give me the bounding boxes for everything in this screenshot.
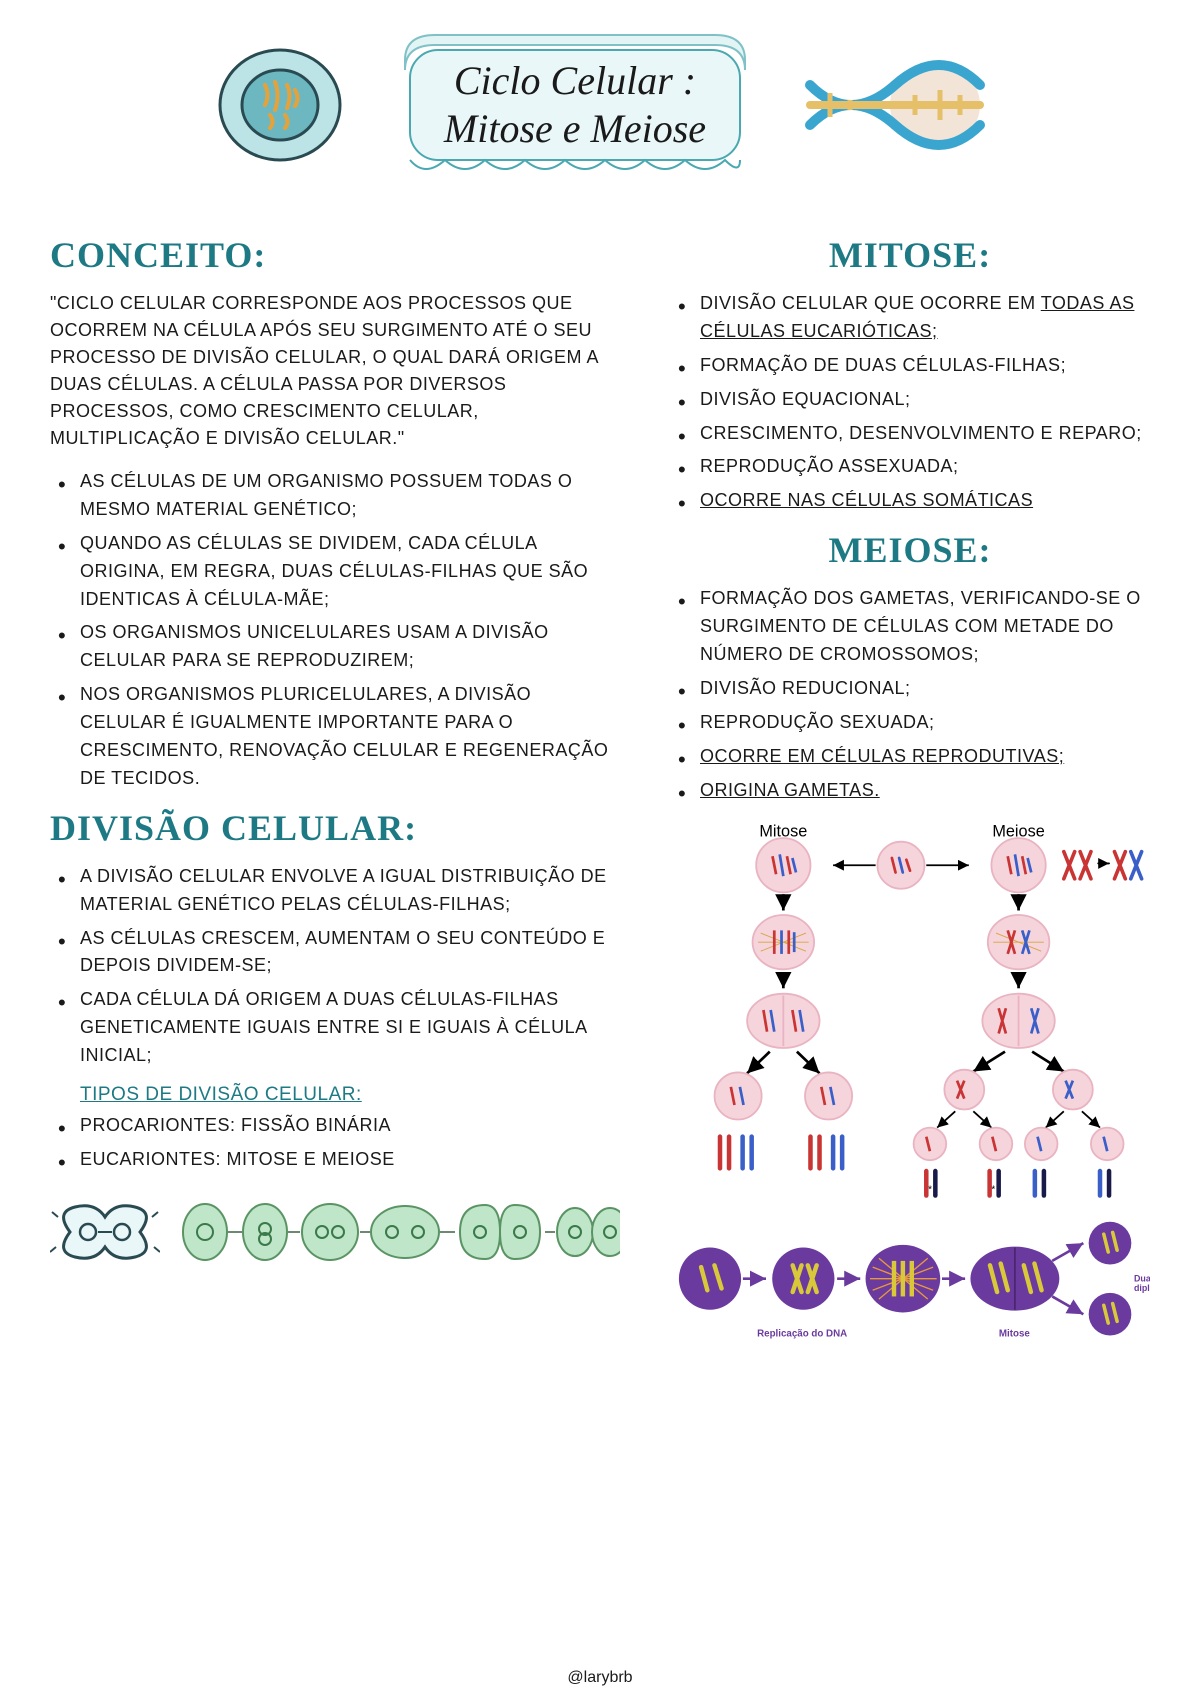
page-header: Ciclo Celular : Mitose e Meiose [50, 30, 1150, 180]
mitose-heading: MITOSE: [670, 234, 1150, 276]
list-item: Eucariontes: mitose e meiose [58, 1146, 620, 1174]
list-item: Procariontes: fissão binária [58, 1112, 620, 1140]
divisao-list: A divisão celular envolve a igual distri… [50, 863, 620, 1070]
list-item: Nos organismos pluricelulares, a divisão… [58, 681, 620, 793]
meiose-list: Formação dos gametas, verificando-se o s… [670, 585, 1150, 804]
list-item: Quando as células se dividem, cada célul… [58, 530, 620, 614]
bottom-illustrations [50, 1192, 620, 1272]
purple-label-mitose: Mitose [999, 1329, 1030, 1340]
list-item: Origina gametas. [678, 777, 1150, 805]
list-item: Divisão reducional; [678, 675, 1150, 703]
mitose-meiose-diagram: Mitose Meiose [670, 820, 1150, 1200]
mitose-purple-diagram: Replicação do DNA Mitose Duas célulasdip… [670, 1217, 1150, 1367]
conceito-quote: "Ciclo celular corresponde aos processos… [50, 290, 620, 452]
content-columns: CONCEITO: "Ciclo celular corresponde aos… [50, 220, 1150, 1372]
list-item: Ocorre em células reprodutivas; [678, 743, 1150, 771]
list-item: As células de um organismo possuem todas… [58, 468, 620, 524]
page-title: Ciclo Celular : Mitose e Meiose [444, 57, 706, 153]
meiose-heading: MEIOSE: [670, 529, 1150, 571]
mitose-col [715, 839, 853, 1169]
list-item: Os organismos unicelulares usam a divisã… [58, 619, 620, 675]
amoeba-icon [50, 1192, 160, 1272]
divisao-heading: DIVISÃO CELULAR: [50, 807, 620, 849]
list-item: Divisão equacional; [678, 386, 1150, 414]
purple-label-result: Duas célulasdiplóides [1134, 1274, 1150, 1294]
list-item: Crescimento, desenvolvimento e reparo; [678, 420, 1150, 448]
title-box: Ciclo Celular : Mitose e Meiose [385, 30, 765, 180]
svg-text:*: * [991, 1185, 995, 1196]
list-item: Formação dos gametas, verificando-se o s… [678, 585, 1150, 669]
cell-icon [215, 40, 345, 170]
dna-icon [805, 55, 985, 155]
purple-label-replicacao: Replicação do DNA [757, 1329, 847, 1340]
list-item: Divisão celular que ocorre em todas as c… [678, 290, 1150, 346]
left-column: CONCEITO: "Ciclo celular corresponde aos… [50, 220, 620, 1372]
binary-fission-icon [180, 1197, 620, 1267]
mitose-list: Divisão celular que ocorre em todas as c… [670, 290, 1150, 515]
footer-handle: @larybrb [0, 1669, 1200, 1687]
title-line1: Ciclo Celular : [444, 57, 706, 105]
list-item: Reprodução sexuada; [678, 709, 1150, 737]
right-column: MITOSE: Divisão celular que ocorre em to… [670, 220, 1150, 1372]
svg-text:*: * [928, 1185, 932, 1196]
list-item: Ocorre nas células somáticas [678, 487, 1150, 515]
divisao-types: Procariontes: fissão binária Eucariontes… [50, 1112, 620, 1174]
list-item: Reprodução assexuada; [678, 453, 1150, 481]
conceito-list: As células de um organismo possuem todas… [50, 468, 620, 793]
conceito-heading: CONCEITO: [50, 234, 620, 276]
title-line2: Mitose e Meiose [444, 105, 706, 153]
meiose-col: ** [914, 839, 1142, 1197]
list-item: As células crescem, aumentam o seu conte… [58, 925, 620, 981]
list-item: A divisão celular envolve a igual distri… [58, 863, 620, 919]
list-item: Formação de duas células-filhas; [678, 352, 1150, 380]
divisao-subheading: Tipos de divisão celular: [80, 1084, 620, 1106]
list-item: Cada célula dá origem a duas células-fil… [58, 986, 620, 1070]
